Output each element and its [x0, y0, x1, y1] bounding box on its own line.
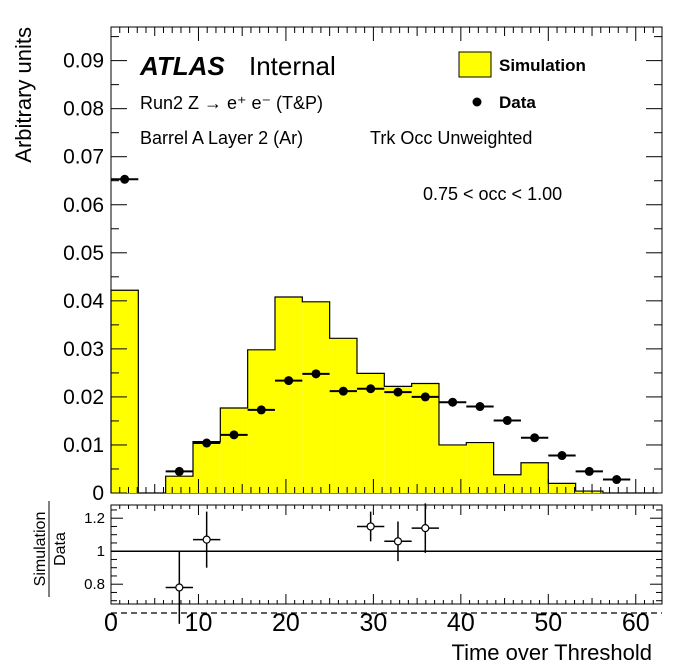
x-tick-label: 10 [185, 609, 213, 637]
data-point [393, 387, 403, 397]
y-tick-label: 0.06 [63, 194, 104, 217]
simulation-bar [302, 301, 330, 493]
ratio-plot-frame [110, 504, 663, 605]
process-label: Run2 Z → e⁺ e⁻ (T&P) [140, 93, 323, 113]
y-tick-label: 0.03 [63, 338, 104, 361]
ratio-points [165, 503, 439, 624]
y-axis-title: Arbitrary units [11, 27, 36, 163]
simulation-bar [466, 442, 494, 493]
atlas-status-label: Internal [249, 51, 336, 81]
y-tick-label: 0.07 [63, 146, 104, 169]
detector-label: Barrel A Layer 2 (Ar) [140, 128, 303, 148]
data-point [338, 386, 348, 396]
ratio-point [393, 537, 403, 546]
data-point [502, 415, 512, 425]
legend-simulation-swatch [458, 51, 492, 78]
data-point [612, 475, 622, 485]
simulation-bar [220, 407, 248, 493]
simulation-bar [520, 462, 549, 493]
ratio-y-title-denominator: Data [52, 532, 69, 566]
x-tick-label: 30 [359, 609, 387, 637]
data-point [174, 466, 184, 476]
data-point [584, 466, 594, 476]
weighting-label: Trk Occ Unweighted [370, 128, 532, 148]
data-point [229, 430, 239, 440]
legend-data-label: Data [499, 93, 536, 112]
data-point [202, 438, 212, 448]
x-tick-label: 60 [622, 609, 650, 637]
data-point [366, 384, 376, 394]
y-tick-label: 0.05 [63, 242, 104, 265]
simulation-histogram [110, 289, 658, 494]
selection-label: 0.75 < occ < 1.00 [423, 184, 562, 204]
atlas-label: ATLAS [139, 51, 225, 81]
data-point [420, 392, 430, 402]
x-tick-label: 0 [104, 609, 118, 637]
y-tick-label: 0.08 [63, 98, 104, 121]
ratio-tick-label: 0.8 [84, 576, 105, 593]
y-tick-label: 0 [92, 482, 104, 505]
y-tick-label: 0.02 [63, 386, 104, 409]
data-point [256, 405, 266, 415]
data-points [111, 174, 631, 485]
x-tick-label: 50 [534, 609, 562, 637]
simulation-bar [111, 290, 139, 493]
simulation-bar [575, 491, 603, 493]
data-point [557, 451, 567, 461]
simulation-bar [411, 383, 439, 493]
simulation-bar [548, 483, 576, 493]
simulation-bar [274, 296, 303, 493]
x-tick-labels: 0 10 20 30 40 50 60 [104, 609, 650, 637]
ratio-point [421, 523, 430, 533]
y-tick-label: 0.09 [63, 50, 104, 73]
simulation-bar [438, 444, 467, 493]
data-point [530, 433, 540, 443]
data-point [475, 402, 485, 412]
ratio-point [175, 583, 184, 592]
simulation-bar [384, 386, 412, 493]
simulation-bar [165, 476, 193, 493]
simulation-bar [356, 373, 385, 493]
ratio-tick-label: 1.2 [84, 510, 105, 527]
ratio-axis-ticks: 0.8 1 1.2 [84, 505, 663, 604]
data-point [311, 369, 321, 379]
x-tick-label: 20 [272, 609, 300, 637]
y-tick-label: 0.04 [63, 290, 104, 313]
simulation-bar [329, 338, 357, 493]
legend-simulation-label: Simulation [499, 56, 586, 75]
legend-data-marker [472, 97, 482, 107]
ratio-point [202, 535, 211, 544]
simulation-bar [493, 474, 521, 493]
simulation-histogram-outline [110, 289, 658, 494]
data-point [448, 397, 458, 407]
simulation-bar [192, 441, 221, 493]
main-axis-ticks: 0 0.01 0.02 0.03 0.04 0.05 0.06 0.07 0.08 0.09 [63, 27, 663, 505]
data-point [120, 174, 130, 184]
y-tick-label: 0.01 [63, 434, 104, 457]
data-point [284, 376, 294, 386]
x-tick-label: 40 [447, 609, 475, 637]
ratio-y-title-numerator: Simulation [32, 512, 49, 587]
simulation-bar [247, 349, 275, 493]
ratio-point [366, 522, 375, 531]
x-axis-title: Time over Threshold [451, 640, 652, 665]
ratio-tick-label: 1 [97, 543, 105, 560]
